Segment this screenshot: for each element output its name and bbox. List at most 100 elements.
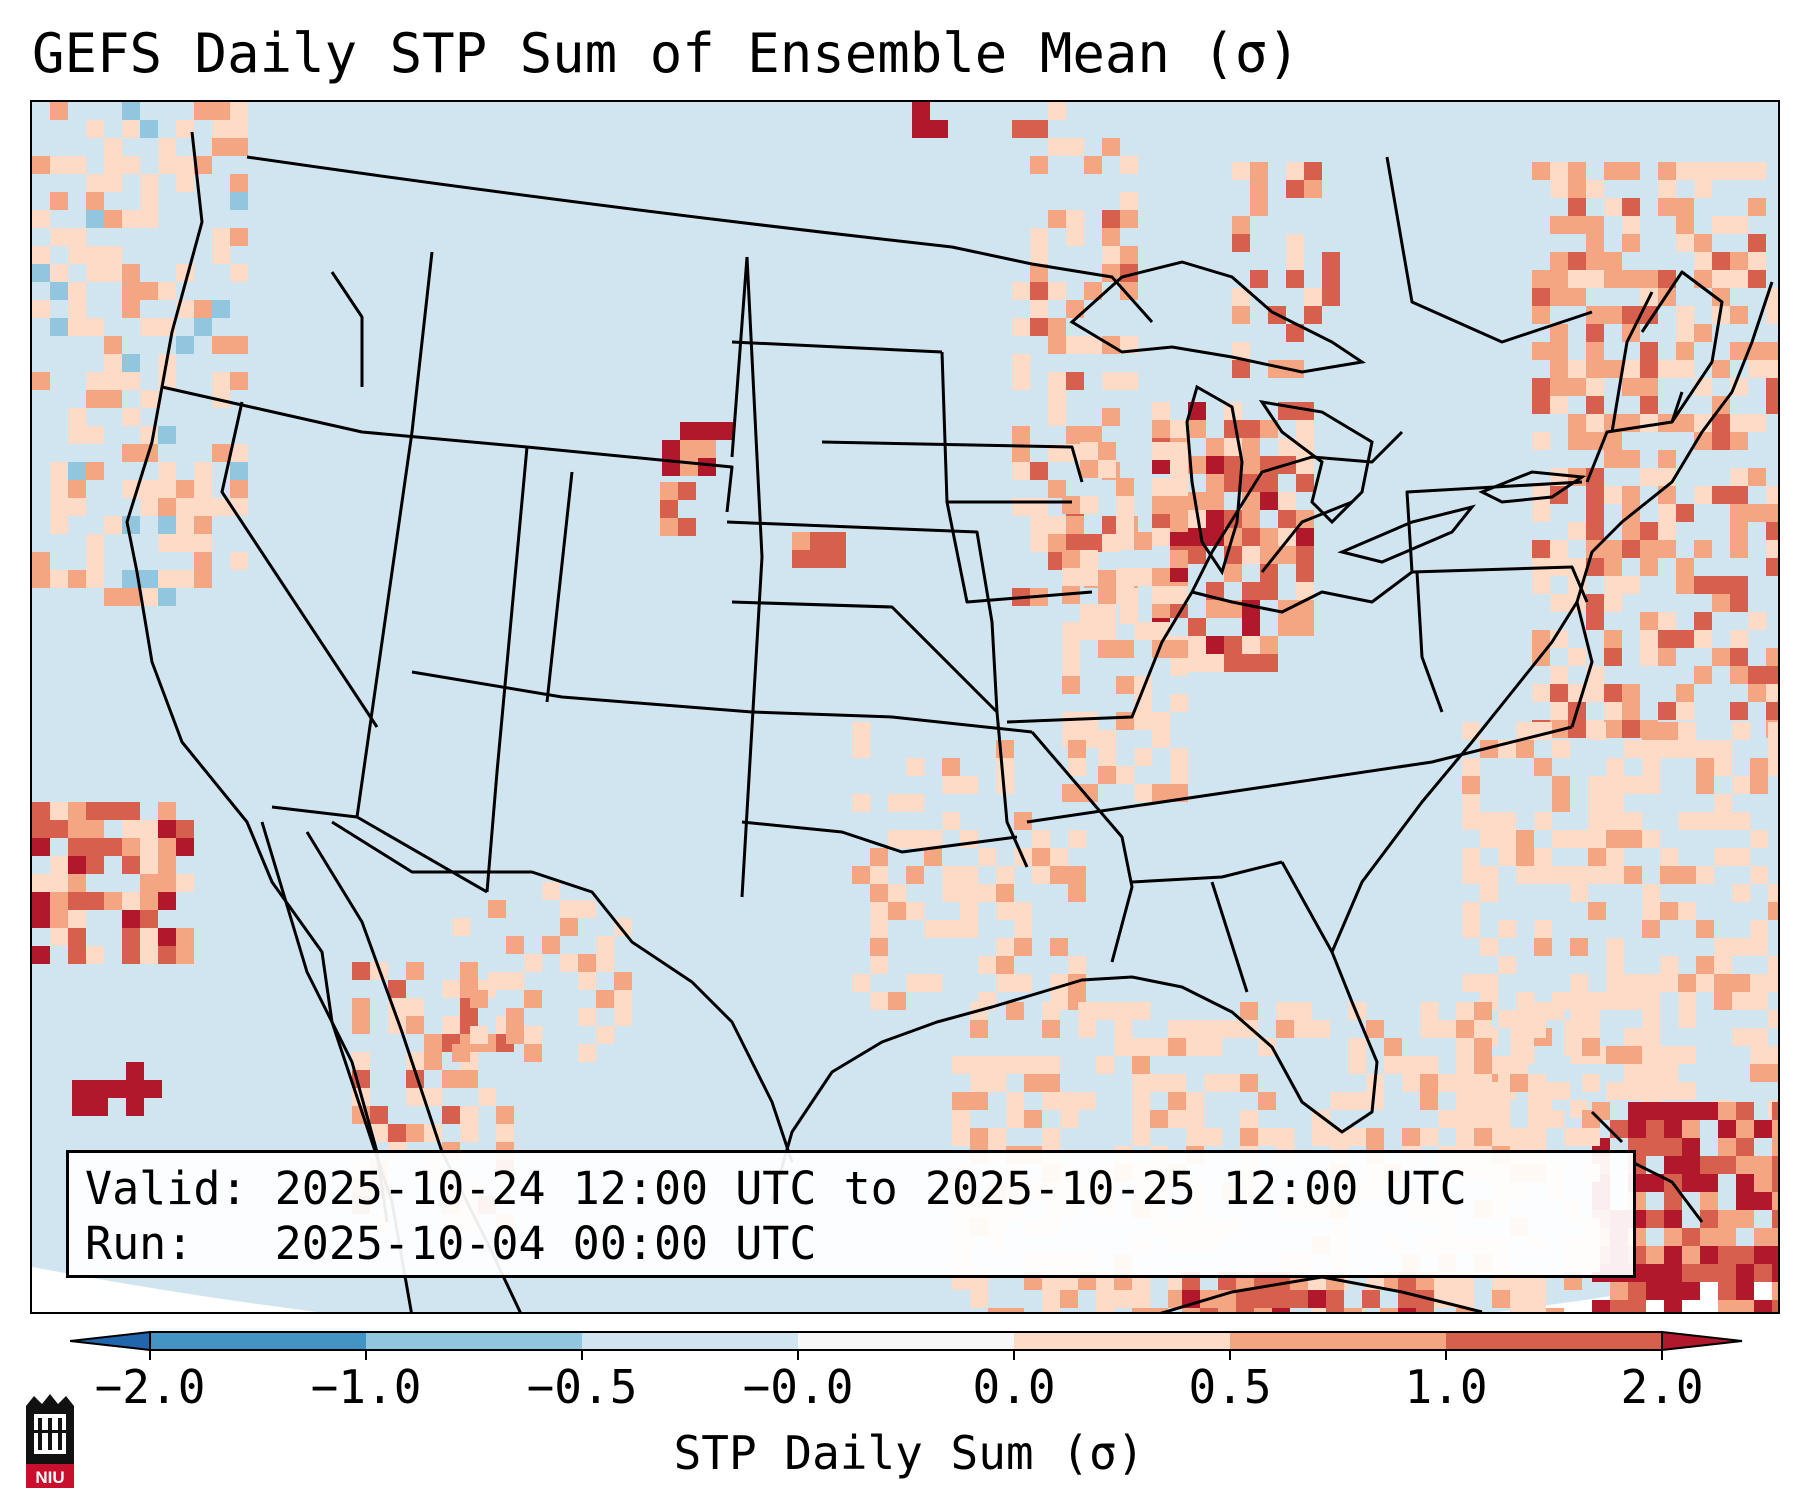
anomaly-cell <box>496 1106 514 1124</box>
anomaly-cell <box>158 282 176 300</box>
anomaly-cell <box>1416 1308 1434 1312</box>
anomaly-cell <box>1586 324 1604 342</box>
anomaly-cell <box>1204 1128 1222 1146</box>
anomaly-cell <box>1588 812 1606 830</box>
anomaly-cell <box>906 974 924 992</box>
anomaly-cell <box>122 946 140 964</box>
anomaly-cell <box>1766 306 1778 324</box>
anomaly-cell <box>1402 1074 1420 1092</box>
anomaly-cell <box>1224 456 1242 474</box>
map-canvas <box>32 102 1778 1312</box>
anomaly-cell <box>1098 766 1116 784</box>
anomaly-cell <box>122 120 140 138</box>
anomaly-cell <box>1498 830 1516 848</box>
colorbar-tick-label: 0.5 <box>1188 1360 1272 1414</box>
anomaly-cell <box>1322 252 1340 270</box>
anomaly-cell <box>122 354 140 372</box>
anomaly-cell <box>988 1056 1006 1074</box>
gulf-coast <box>770 601 1579 1203</box>
anomaly-cell <box>1322 270 1340 288</box>
anomaly-cell <box>560 954 578 972</box>
anomaly-cell <box>1152 528 1170 546</box>
anomaly-cell <box>1754 1228 1772 1246</box>
anomaly-cell <box>1534 938 1552 956</box>
anomaly-cell <box>140 390 158 408</box>
anomaly-cell <box>1242 528 1260 546</box>
anomaly-cell <box>442 980 460 998</box>
anomaly-cell <box>942 884 960 902</box>
anomaly-cell <box>1048 282 1066 300</box>
anomaly-cell <box>1102 210 1120 228</box>
anomaly-cell <box>1420 1020 1438 1038</box>
anomaly-cell <box>1606 794 1624 812</box>
anomaly-cell <box>1658 504 1676 522</box>
anomaly-cell <box>1286 180 1304 198</box>
anomaly-cell <box>1170 748 1188 766</box>
anomaly-cell <box>1730 432 1748 450</box>
anomaly-cell <box>1624 776 1642 794</box>
anomaly-cell <box>1772 1300 1778 1312</box>
anomaly-cell <box>1186 1020 1204 1038</box>
anomaly-cell <box>978 848 996 866</box>
anomaly-cell <box>1604 594 1622 612</box>
anomaly-cell <box>870 902 888 920</box>
anomaly-cell <box>104 892 122 910</box>
anomaly-cell <box>1682 1174 1700 1192</box>
anomaly-cell <box>1586 684 1604 702</box>
anomaly-cell <box>1766 342 1778 360</box>
anomaly-cell <box>1116 568 1134 586</box>
anomaly-cell <box>1622 360 1640 378</box>
anomaly-cell <box>524 954 542 972</box>
anomaly-cell <box>1772 1174 1778 1192</box>
anomaly-cell <box>1098 748 1116 766</box>
anomaly-cell <box>176 516 194 534</box>
anomaly-cell <box>158 892 176 910</box>
anomaly-cell <box>1462 866 1480 884</box>
anomaly-cell <box>1498 812 1516 830</box>
anomaly-cell <box>68 426 86 444</box>
anomaly-cell <box>1170 564 1188 582</box>
anomaly-cell <box>86 390 104 408</box>
anomaly-cell <box>970 1290 988 1308</box>
anomaly-cell <box>1152 420 1170 438</box>
anomaly-cell <box>1682 1246 1700 1264</box>
anomaly-cell <box>1730 576 1748 594</box>
anomaly-cell <box>1068 758 1086 776</box>
anomaly-cell <box>792 550 810 568</box>
anomaly-cell <box>1206 510 1224 528</box>
anomaly-cell <box>1048 138 1066 156</box>
anomaly-cell <box>68 874 86 892</box>
anomaly-cell <box>86 372 104 390</box>
anomaly-cell <box>1750 1046 1768 1064</box>
anomaly-cell <box>406 1016 424 1034</box>
anomaly-cell <box>1610 1120 1628 1138</box>
anomaly-cell <box>1678 1046 1696 1064</box>
anomaly-cell <box>614 972 632 990</box>
anomaly-cell <box>1030 282 1048 300</box>
anomaly-cell <box>1152 510 1170 528</box>
anomaly-cell <box>1188 618 1206 636</box>
anomaly-cell <box>1768 1064 1778 1082</box>
anomaly-cell <box>1766 684 1778 702</box>
anomaly-cell <box>1030 156 1048 174</box>
anomaly-cell <box>1624 1064 1642 1082</box>
anomaly-cell <box>32 300 50 318</box>
anomaly-cell <box>212 444 230 462</box>
anomaly-cell <box>50 820 68 838</box>
anomaly-cell <box>194 102 212 120</box>
anomaly-cell <box>1588 848 1606 866</box>
anomaly-cell <box>1278 546 1296 564</box>
anomaly-cell <box>194 156 212 174</box>
anomaly-cell <box>1772 1282 1778 1300</box>
anomaly-cell <box>828 550 846 568</box>
anomaly-cell <box>1696 974 1714 992</box>
anomaly-cell <box>176 534 194 552</box>
map-title: GEFS Daily STP Sum of Ensemble Mean (σ) <box>32 22 1300 85</box>
anomaly-cell <box>1712 252 1730 270</box>
anomaly-cell <box>1622 450 1640 468</box>
anomaly-cell <box>988 1308 1006 1312</box>
anomaly-cell <box>1308 1290 1326 1308</box>
anomaly-cell <box>140 480 158 498</box>
anomaly-cell <box>1568 432 1586 450</box>
anomaly-cell <box>1712 270 1730 288</box>
